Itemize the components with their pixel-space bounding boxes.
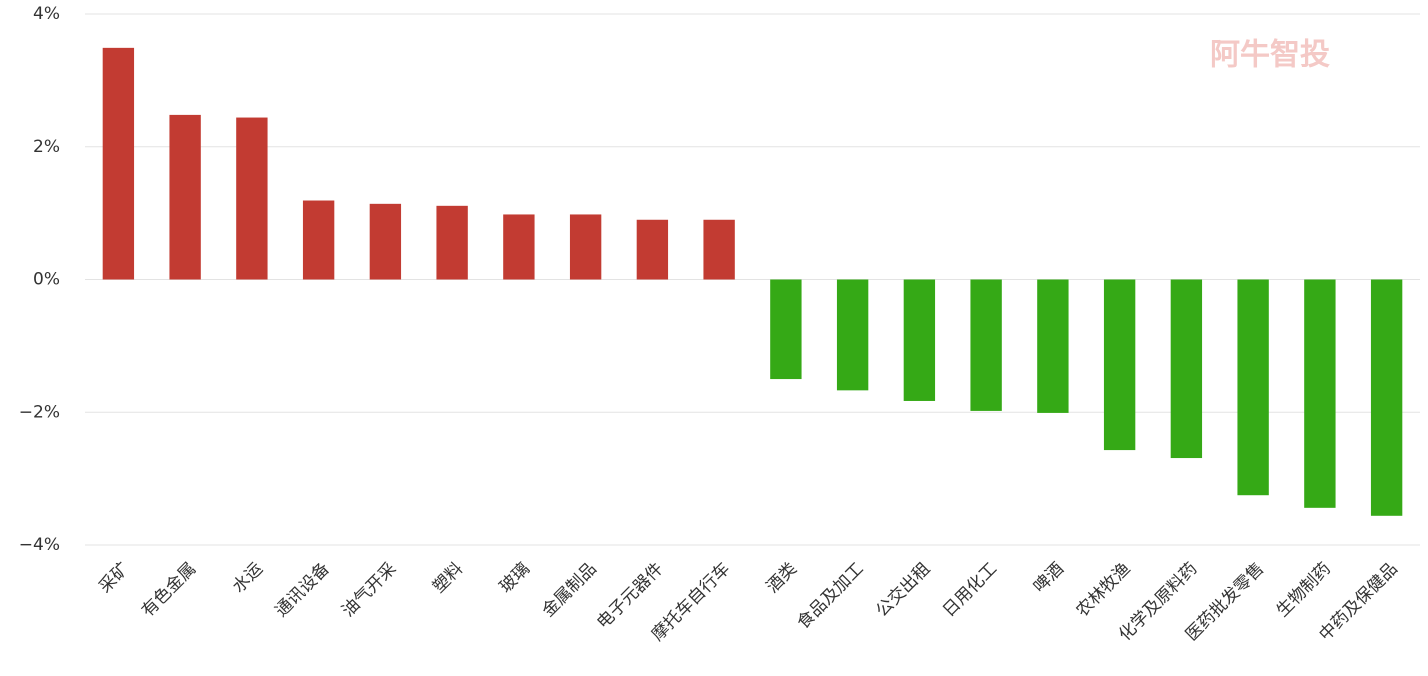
bar (369, 203, 402, 280)
x-tick-label: 酒类 (763, 559, 801, 597)
bar (636, 219, 669, 280)
bar (236, 117, 268, 280)
bar (836, 279, 869, 391)
bar (1304, 279, 1336, 508)
x-tick-label: 农林牧渔 (1072, 559, 1134, 621)
bar (302, 200, 335, 280)
x-tick-label: 金属制品 (538, 559, 600, 621)
y-tick-label: 0% (33, 270, 60, 290)
x-tick-label: 通讯设备 (271, 559, 333, 621)
x-tick-label: 有色金属 (138, 559, 200, 621)
bar (903, 279, 936, 401)
x-tick-label: 油气开采 (338, 559, 400, 621)
x-tick-label: 日用化工 (939, 559, 1001, 621)
x-tick-label: 水运 (229, 559, 267, 597)
bar (102, 47, 135, 280)
y-tick-label: 2% (33, 137, 60, 157)
y-tick-label: −2% (19, 402, 60, 422)
bar (1037, 279, 1069, 413)
bar (770, 279, 802, 380)
y-tick-label: −4% (19, 535, 60, 555)
bar (1170, 279, 1203, 459)
bar (1103, 279, 1136, 451)
bar (436, 205, 468, 280)
bar (1237, 279, 1269, 496)
bar (1370, 279, 1403, 516)
x-tick-label: 公交出租 (872, 559, 934, 621)
x-tick-label: 生物制药 (1273, 559, 1335, 621)
bar (569, 214, 602, 280)
bar (703, 219, 735, 280)
x-tick-label: 食品及加工 (793, 559, 867, 633)
x-tick-label: 采矿 (95, 559, 133, 597)
bar (970, 279, 1002, 411)
x-tick-label: 玻璃 (496, 559, 534, 597)
watermark: 阿牛智投 (1210, 38, 1330, 73)
bar (503, 214, 535, 280)
bar (169, 114, 201, 280)
y-tick-label: 4% (33, 4, 60, 24)
x-tick-label: 塑料 (429, 559, 467, 597)
x-tick-label: 啤酒 (1030, 559, 1068, 597)
